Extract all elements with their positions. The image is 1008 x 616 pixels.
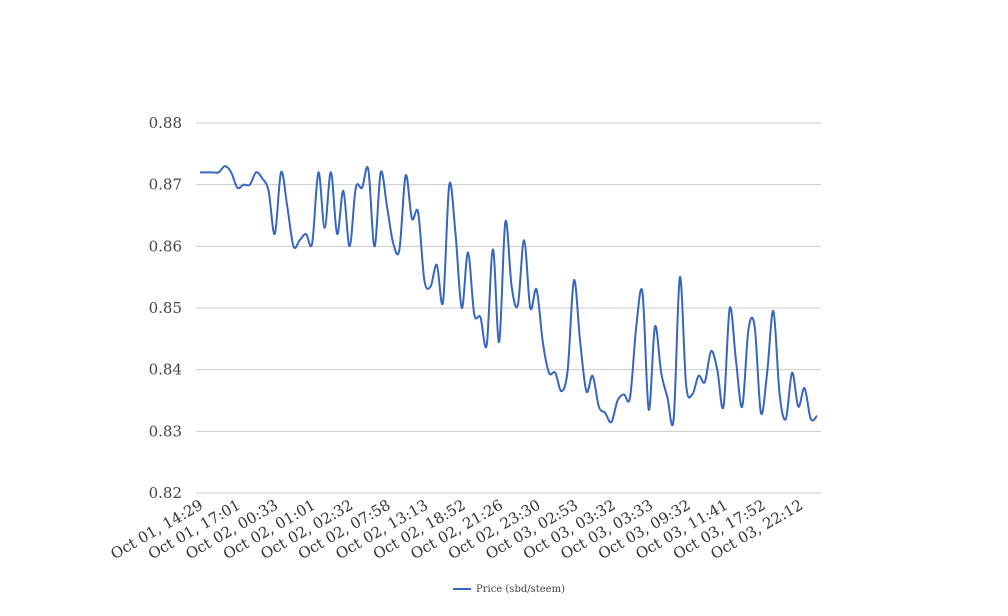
series-line-price xyxy=(200,165,818,427)
legend: Price (sbd/steem) xyxy=(453,584,565,595)
y-tick-label: 0.82 xyxy=(149,484,182,502)
y-tick-label: 0.88 xyxy=(149,114,182,132)
y-tick-label: 0.87 xyxy=(149,176,182,194)
gridlines xyxy=(196,122,821,494)
y-tick-label: 0.83 xyxy=(149,422,182,440)
y-axis: 0.82 0.83 0.84 0.85 0.86 0.87 0.88 xyxy=(149,114,182,502)
y-tick-label: 0.86 xyxy=(149,237,182,255)
y-tick-label: 0.85 xyxy=(149,299,182,317)
y-tick-label: 0.84 xyxy=(149,361,182,379)
series-layer xyxy=(200,165,818,427)
legend-label: Price (sbd/steem) xyxy=(476,584,565,595)
